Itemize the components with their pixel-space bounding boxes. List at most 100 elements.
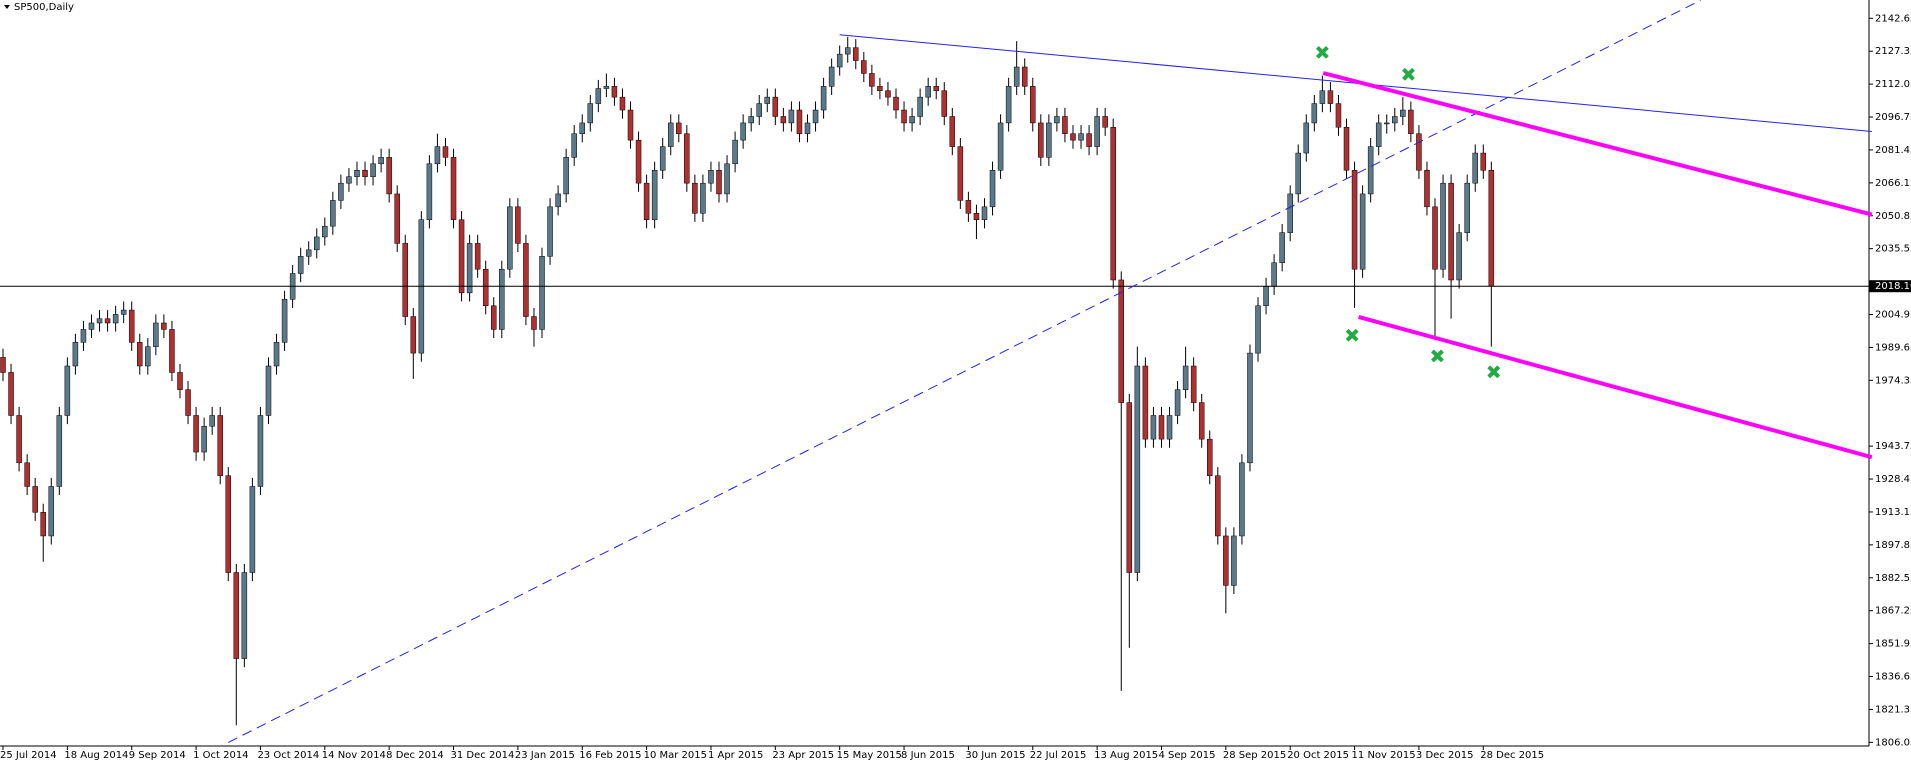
candle-body [330, 200, 336, 227]
candle-body [112, 314, 119, 324]
candle-body [1255, 305, 1261, 354]
candle-body [450, 157, 457, 220]
candle-body [153, 322, 159, 347]
candle-body [1086, 133, 1092, 147]
candle-body [16, 415, 22, 464]
candle-body [965, 200, 972, 214]
candle-body [1110, 126, 1116, 281]
y-tick-label: 2142.65 [1875, 13, 1911, 24]
candle-body [273, 342, 280, 367]
candle-body [314, 236, 320, 251]
candle-body [555, 193, 561, 208]
candle-body [1271, 262, 1277, 287]
x-tick-label: 1 Oct 2014 [193, 750, 248, 761]
x-tick-label: 9 Sep 2014 [129, 750, 186, 761]
candle-body [1488, 170, 1495, 287]
candle-body [378, 157, 384, 165]
candle-body [1247, 352, 1253, 464]
trendline [228, 0, 1701, 743]
candle-body [1343, 126, 1350, 171]
y-tick-label: 2127.35 [1875, 46, 1911, 57]
candle-body [1094, 116, 1100, 147]
candle-body [386, 157, 392, 195]
x-tick-label: 20 Oct 2015 [1287, 750, 1349, 761]
candle-body [72, 342, 79, 367]
y-tick-label: 2004.95 [1875, 309, 1911, 320]
y-tick-label: 2081.45 [1875, 145, 1911, 156]
x-tick-label: 8 Dec 2014 [386, 750, 444, 761]
candle-body [490, 305, 497, 330]
candle-body [708, 170, 714, 184]
candle-body [1424, 170, 1430, 208]
candle-body [659, 146, 666, 171]
y-tick-label: 1897.85 [1875, 540, 1911, 551]
candle-body [1142, 365, 1149, 440]
candle-body [394, 193, 400, 244]
candle-body [828, 66, 835, 87]
menu-arrow[interactable] [4, 5, 10, 9]
candle-body [64, 365, 71, 416]
candle-body [48, 486, 55, 537]
x-tick-label: 25 Jul 2014 [0, 750, 57, 761]
x-tick-label: 23 Apr 2015 [772, 750, 834, 761]
candle-body [909, 116, 915, 124]
candle-body [120, 309, 127, 315]
candle-body [1239, 462, 1245, 537]
x-tick-label: 13 Aug 2015 [1094, 750, 1158, 761]
candle-body [1021, 66, 1028, 87]
candle-body [1190, 365, 1197, 403]
candle-body [466, 243, 473, 294]
candle-body [820, 86, 827, 111]
candle-body [933, 86, 939, 91]
marker-cross [1345, 328, 1359, 342]
candle-body [547, 206, 553, 257]
candle-body [1335, 103, 1342, 128]
candle-body [1263, 286, 1269, 307]
candle-body [1303, 122, 1310, 154]
candle-body [635, 139, 642, 184]
candle-body [32, 486, 38, 513]
candle-body [56, 415, 63, 487]
candle-body [1327, 90, 1334, 104]
candle-body [1311, 103, 1318, 124]
candle-body [861, 60, 867, 74]
candle-body [1383, 122, 1390, 125]
x-tick-label: 16 Feb 2015 [579, 750, 641, 761]
current-price-box [1869, 280, 1911, 293]
candle-body [1158, 415, 1165, 440]
candle-body [201, 425, 207, 453]
marker-cross [1487, 365, 1501, 379]
candle-body [96, 318, 103, 324]
candle-body [1005, 86, 1012, 124]
candle-body [458, 219, 465, 294]
candle-body [877, 86, 883, 91]
candle-body [603, 86, 610, 89]
candle-body [402, 243, 408, 317]
x-tick-label: 3 Dec 2015 [1416, 750, 1474, 761]
candle-body [161, 322, 167, 330]
candle-body [297, 256, 304, 274]
candle-body [917, 96, 923, 117]
candle-body [370, 163, 376, 177]
candle-body [804, 122, 811, 134]
candle-body [1078, 133, 1084, 141]
y-tick-label: 2066.15 [1875, 178, 1911, 189]
candle-body [0, 357, 6, 373]
candle-body [1295, 152, 1301, 195]
candle-body [587, 103, 594, 124]
candle-body [788, 109, 795, 124]
candle-body [1375, 122, 1382, 147]
candle-body [209, 415, 215, 427]
candle-body [1319, 90, 1326, 104]
candle-body [1150, 415, 1157, 440]
chart-title: SP500,Daily [14, 2, 74, 13]
x-tick-label: 18 Aug 2014 [64, 750, 128, 761]
candle-body [1351, 170, 1358, 270]
candle-body [627, 109, 634, 141]
candle-body [1448, 182, 1454, 281]
candle-body [949, 116, 956, 147]
candle-body [836, 53, 843, 68]
candle-body [1287, 193, 1293, 233]
